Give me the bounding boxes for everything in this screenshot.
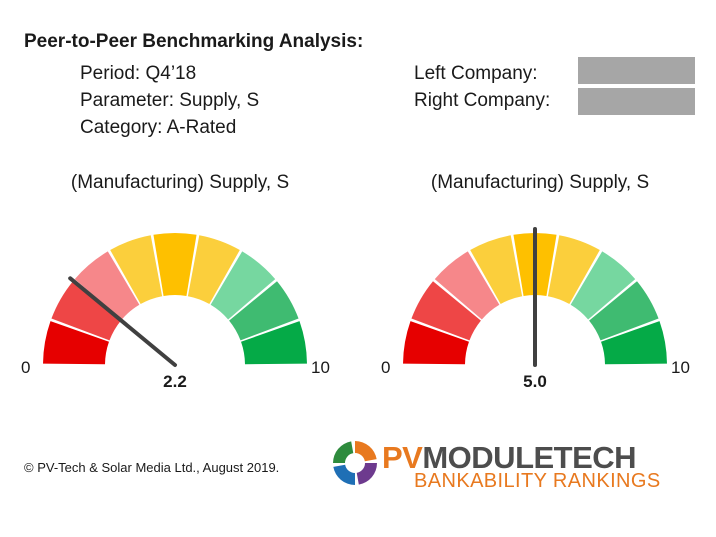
left-gauge-band-5 bbox=[153, 233, 197, 296]
left-company-label: Left Company: bbox=[414, 63, 538, 84]
right-gauge-band-2 bbox=[411, 281, 481, 341]
logo-swirl-segment-1 bbox=[355, 441, 377, 462]
logo-swirl-segment-4 bbox=[356, 463, 377, 485]
right-gauge-value-label: 5.0 bbox=[523, 372, 547, 390]
left-gauge-band-9 bbox=[241, 321, 307, 365]
right-gauge-min-label: 0 bbox=[381, 358, 390, 377]
period-label: Period: Q4’18 bbox=[80, 63, 197, 84]
right-gauge-title: (Manufacturing) Supply, S bbox=[430, 172, 650, 193]
left-gauge-band-4 bbox=[110, 235, 163, 305]
left-gauge-needle bbox=[68, 276, 177, 367]
category-label: Category: A-Rated bbox=[80, 117, 237, 138]
logo-swirl-segment-2 bbox=[333, 441, 354, 463]
copyright-notice: © PV-Tech & Solar Media Ltd., August 201… bbox=[24, 460, 280, 475]
pv-moduletech-logo: PVMODULETECH BANKABILITY RANKINGS bbox=[330, 432, 700, 494]
left-gauge-title: (Manufacturing) Supply, S bbox=[70, 172, 290, 193]
left-gauge-band-7 bbox=[210, 251, 276, 320]
left-gauge-band-2 bbox=[51, 281, 121, 341]
left-gauge-band-8 bbox=[229, 281, 299, 341]
left-gauge-band-3 bbox=[74, 251, 140, 320]
logo-swirl-segment-3 bbox=[333, 464, 355, 485]
right-gauge-max-label: 10 bbox=[671, 358, 690, 377]
logo-bankability-text: BANKABILITY RANKINGS bbox=[414, 470, 661, 492]
left-gauge-max-label: 10 bbox=[311, 358, 330, 377]
left-gauge-band-1 bbox=[43, 321, 109, 365]
right-gauge-band-6 bbox=[547, 235, 600, 305]
logo-swirl-icon bbox=[333, 441, 377, 485]
right-gauge-band-1 bbox=[403, 321, 469, 365]
right-gauge-chart: 0 10 5.0 bbox=[381, 227, 690, 390]
page-title: Peer-to-Peer Benchmarking Analysis: bbox=[24, 31, 364, 52]
parameter-label: Parameter: Supply, S bbox=[80, 90, 260, 111]
logo-pv-text: PV bbox=[382, 440, 423, 475]
logo-moduletech-text: MODULETECH bbox=[422, 440, 637, 475]
right-gauge-band-3 bbox=[434, 251, 500, 320]
right-gauge-band-8 bbox=[589, 281, 659, 341]
left-gauge-band-6 bbox=[187, 235, 240, 305]
right-gauge-band-7 bbox=[570, 251, 636, 320]
right-company-redacted-box bbox=[578, 88, 695, 115]
left-gauge-value-label: 2.2 bbox=[163, 372, 187, 390]
left-gauge-min-label: 0 bbox=[21, 358, 30, 377]
right-gauge-band-4 bbox=[470, 235, 523, 305]
right-company-label: Right Company: bbox=[414, 90, 551, 111]
left-company-redacted-box bbox=[578, 57, 695, 84]
right-gauge-band-9 bbox=[601, 321, 667, 365]
left-gauge-chart: 0 10 2.2 bbox=[21, 233, 330, 390]
